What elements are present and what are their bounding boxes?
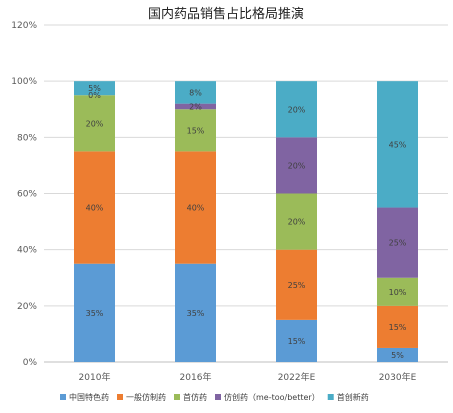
bar-segment [276,81,317,138]
bar-segment [377,347,418,362]
y-tick-label: 20% [17,302,37,312]
x-tick-label: 2010年 [79,371,111,383]
legend-swatch [174,394,180,400]
bar-segment [377,277,418,306]
bar-segment [276,193,317,250]
y-tick-label: 80% [17,133,37,143]
bar-segment [377,81,418,208]
x-axis-tick-labels: 2010年 2016年 2022年E 2030年E [79,371,417,383]
legend-label: 首仿药 [183,392,207,402]
data-label: 20% [288,161,306,170]
bar-segment [175,263,216,362]
legend-swatch [60,394,66,400]
data-label: 20% [288,218,306,227]
data-label: 25% [389,239,407,248]
bar-segment [74,95,115,152]
bar-segment [74,151,115,264]
bar-segment [276,137,317,194]
y-tick-label: 40% [17,246,37,256]
data-label: 20% [86,119,104,128]
y-tick-label: 120% [11,21,37,31]
bars [74,81,418,362]
bar-segment [377,207,418,278]
y-tick-label: 60% [17,190,37,200]
data-label: 0% [88,91,101,100]
x-tick-label: 2016年 [180,371,212,383]
data-label: 15% [389,323,407,332]
bar-segment [276,249,317,320]
bar-segment [74,263,115,362]
data-label: 20% [288,105,306,114]
data-label: 5% [88,84,101,93]
data-label: 8% [189,88,202,97]
data-label: 15% [187,126,205,135]
legend-label: 仿创药（me-too/better） [224,392,320,402]
bar-segment [175,151,216,264]
legend-swatch [215,394,221,400]
y-tick-label: 100% [11,77,37,87]
data-label: 2% [189,102,202,111]
legend-swatch [327,394,334,400]
legend-label: 一般仿制药 [126,392,166,402]
bar-segment [276,319,317,362]
legend-swatch [117,394,123,400]
legend: 中国特色药 一般仿制药 首仿药 仿创药（me-too/better） 首创新药 [60,392,369,402]
bar-segment [175,103,216,110]
legend-label: 首创新药 [337,392,369,402]
data-label: 35% [86,309,104,318]
y-tick-label: 0% [23,358,38,368]
legend-label: 中国特色药 [69,392,109,402]
data-label: 15% [288,337,306,346]
data-label: 10% [389,288,407,297]
data-label: 40% [86,204,104,213]
data-label: 40% [187,204,205,213]
data-label: 5% [391,351,404,360]
y-axis-tick-labels: 0% 20% 40% 60% 80% 100% 120% [11,21,37,368]
data-labels: 35%40%20%0%5%35%40%15%2%8%15%25%20%20%20… [86,84,407,360]
data-label: 25% [288,281,306,290]
x-tick-label: 2022年E [278,371,316,383]
x-tick-label: 2030年E [379,371,417,383]
bar-segment [175,109,216,152]
bar-segment [74,81,115,96]
bar-segment [175,81,216,104]
data-label: 35% [187,309,205,318]
bar-segment [377,305,418,348]
data-label: 45% [389,140,407,149]
chart-title: 国内药品销售占比格局推演 [148,6,304,22]
